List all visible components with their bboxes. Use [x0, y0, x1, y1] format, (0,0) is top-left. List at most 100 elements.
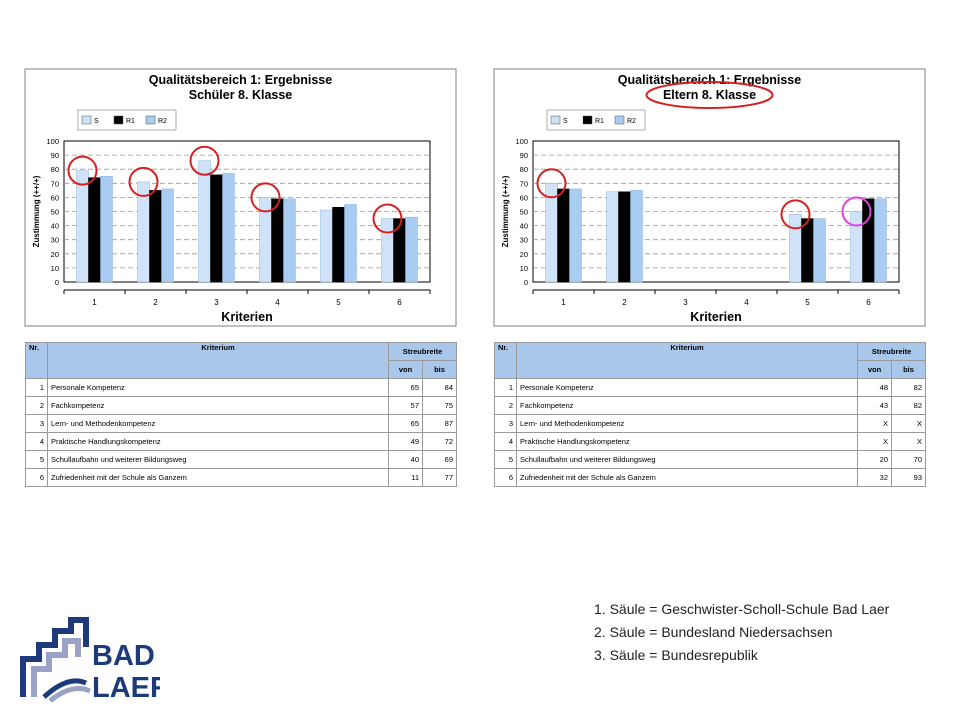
y-tick-label: 0 — [55, 278, 59, 287]
x-tick-label: 6 — [397, 298, 402, 307]
row-nr: 4 — [494, 432, 517, 451]
bar-r1-5 — [801, 218, 814, 283]
x-axis-label: Kriterien — [690, 310, 741, 324]
x-tick-label: 5 — [805, 298, 810, 307]
bar-r2-1 — [569, 188, 582, 283]
legend-note-1: 1. Säule = Geschwister-Scholl-Schule Bad… — [594, 601, 890, 617]
table-row: 2 Fachkompetenz 43 82 — [494, 396, 927, 415]
row-nr: 3 — [25, 414, 48, 433]
header-von: von — [857, 360, 892, 379]
header-von: von — [388, 360, 423, 379]
row-kriterium: Schullaufbahn und weiterer Bildungsweg — [47, 450, 389, 469]
header-streubreite: Streubreite — [387, 342, 458, 361]
bar-r2-5 — [813, 218, 826, 283]
row-von: 65 — [388, 414, 423, 433]
row-bis: 72 — [421, 432, 458, 451]
row-kriterium: Praktische Handlungskompetenz — [516, 432, 858, 451]
row-bis: 87 — [421, 414, 458, 433]
logo-text-laer: LAER — [92, 672, 160, 702]
row-bis: 69 — [421, 450, 458, 469]
legend-label: R2 — [627, 118, 636, 125]
x-tick-label: 3 — [683, 298, 688, 307]
bar-r2-2 — [161, 188, 174, 283]
plot-area — [532, 140, 900, 283]
criteria-table-parents: Nr. Kriterium Streubreite von bis 1 Personale … — [494, 342, 927, 487]
y-tick-label: 60 — [520, 193, 528, 202]
row-nr: 5 — [494, 450, 517, 469]
row-kriterium: Lern- und Methodenkompetenz — [516, 414, 858, 433]
chart-subtitle: Schüler 8. Klasse — [189, 88, 293, 102]
bar-s-5 — [320, 209, 333, 283]
row-nr: 3 — [494, 414, 517, 433]
bar-r1-4 — [271, 198, 284, 283]
row-von: X — [857, 414, 892, 433]
bar-r2-4 — [283, 198, 296, 283]
table-row: 6 Zufriedenheit mit der Schule als Ganzem… — [494, 468, 927, 487]
bar-r1-2 — [149, 190, 162, 283]
x-tick-label: 4 — [275, 298, 280, 307]
legend-label: R1 — [126, 118, 135, 125]
table-row: 6 Zufriedenheit mit der Schule als Ganzem… — [25, 468, 458, 487]
row-von: 65 — [388, 378, 423, 397]
y-tick-label: 100 — [515, 137, 528, 146]
y-tick-label: 0 — [524, 278, 528, 287]
row-kriterium: Personale Kompetenz — [47, 378, 389, 397]
row-kriterium: Zufriedenheit mit der Schule als Ganzem — [516, 468, 858, 487]
highlight-circle — [250, 182, 281, 213]
highlight-circle — [67, 155, 98, 186]
y-tick-label: 70 — [520, 179, 528, 188]
row-bis: 82 — [890, 396, 927, 415]
row-von: 40 — [388, 450, 423, 469]
legend-label: R1 — [595, 118, 604, 125]
y-tick-label: 30 — [51, 236, 59, 245]
x-tick-label: 4 — [744, 298, 749, 307]
row-kriterium: Schullaufbahn und weiterer Bildungsweg — [516, 450, 858, 469]
row-von: 49 — [388, 432, 423, 451]
bar-r1-6 — [862, 198, 875, 283]
bad-laer-logo: BAD LAER — [20, 617, 160, 702]
table-row: 1 Personale Kompetenz 65 84 — [25, 378, 458, 397]
bar-r2-6 — [874, 198, 887, 283]
row-bis: 75 — [421, 396, 458, 415]
y-tick-label: 90 — [51, 151, 59, 160]
highlight-circle — [189, 145, 220, 176]
bar-s-6 — [850, 211, 863, 283]
row-nr: 6 — [25, 468, 48, 487]
criteria-table-students: Nr. Kriterium Streubreite von bis 1 Personale … — [25, 342, 458, 487]
table-row: 3 Lern- und Methodenkompetenz 65 87 — [25, 414, 458, 433]
row-nr: 1 — [494, 378, 517, 397]
y-tick-label: 30 — [520, 236, 528, 245]
header-nr: Nr. — [25, 342, 48, 379]
legend-swatch — [582, 115, 593, 125]
y-axis-label: Zustimmung (++/+) — [32, 175, 41, 247]
highlight-circle — [780, 199, 811, 230]
legend-box — [77, 109, 177, 131]
legend-swatch — [145, 115, 156, 125]
row-von: 11 — [388, 468, 423, 487]
table-row: 3 Lern- und Methodenkompetenz X X — [494, 414, 927, 433]
table-row: 5 Schullaufbahn und weiterer Bildungsweg 4… — [25, 450, 458, 469]
x-tick-label: 5 — [336, 298, 341, 307]
legend-label: S — [563, 118, 568, 125]
row-kriterium: Lern- und Methodenkompetenz — [47, 414, 389, 433]
bar-s-2 — [137, 181, 150, 283]
bar-r1-1 — [557, 188, 570, 283]
row-bis: X — [890, 414, 927, 433]
x-tick-label: 2 — [622, 298, 627, 307]
table-row: 4 Praktische Handlungskompetenz X X — [494, 432, 927, 451]
row-bis: 93 — [890, 468, 927, 487]
bar-r1-5 — [332, 207, 345, 283]
logo-wave-2 — [48, 686, 92, 702]
bar-s-5 — [789, 214, 802, 283]
row-kriterium: Fachkompetenz — [516, 396, 858, 415]
x-tick-label: 3 — [214, 298, 219, 307]
subtitle-highlight-ellipse — [645, 81, 774, 109]
legend-note-2: 2. Säule = Bundesland Niedersachsen — [594, 624, 833, 640]
legend-box — [546, 109, 646, 131]
header-bis: bis — [890, 360, 927, 379]
row-nr: 6 — [494, 468, 517, 487]
legend-swatch — [81, 115, 92, 125]
